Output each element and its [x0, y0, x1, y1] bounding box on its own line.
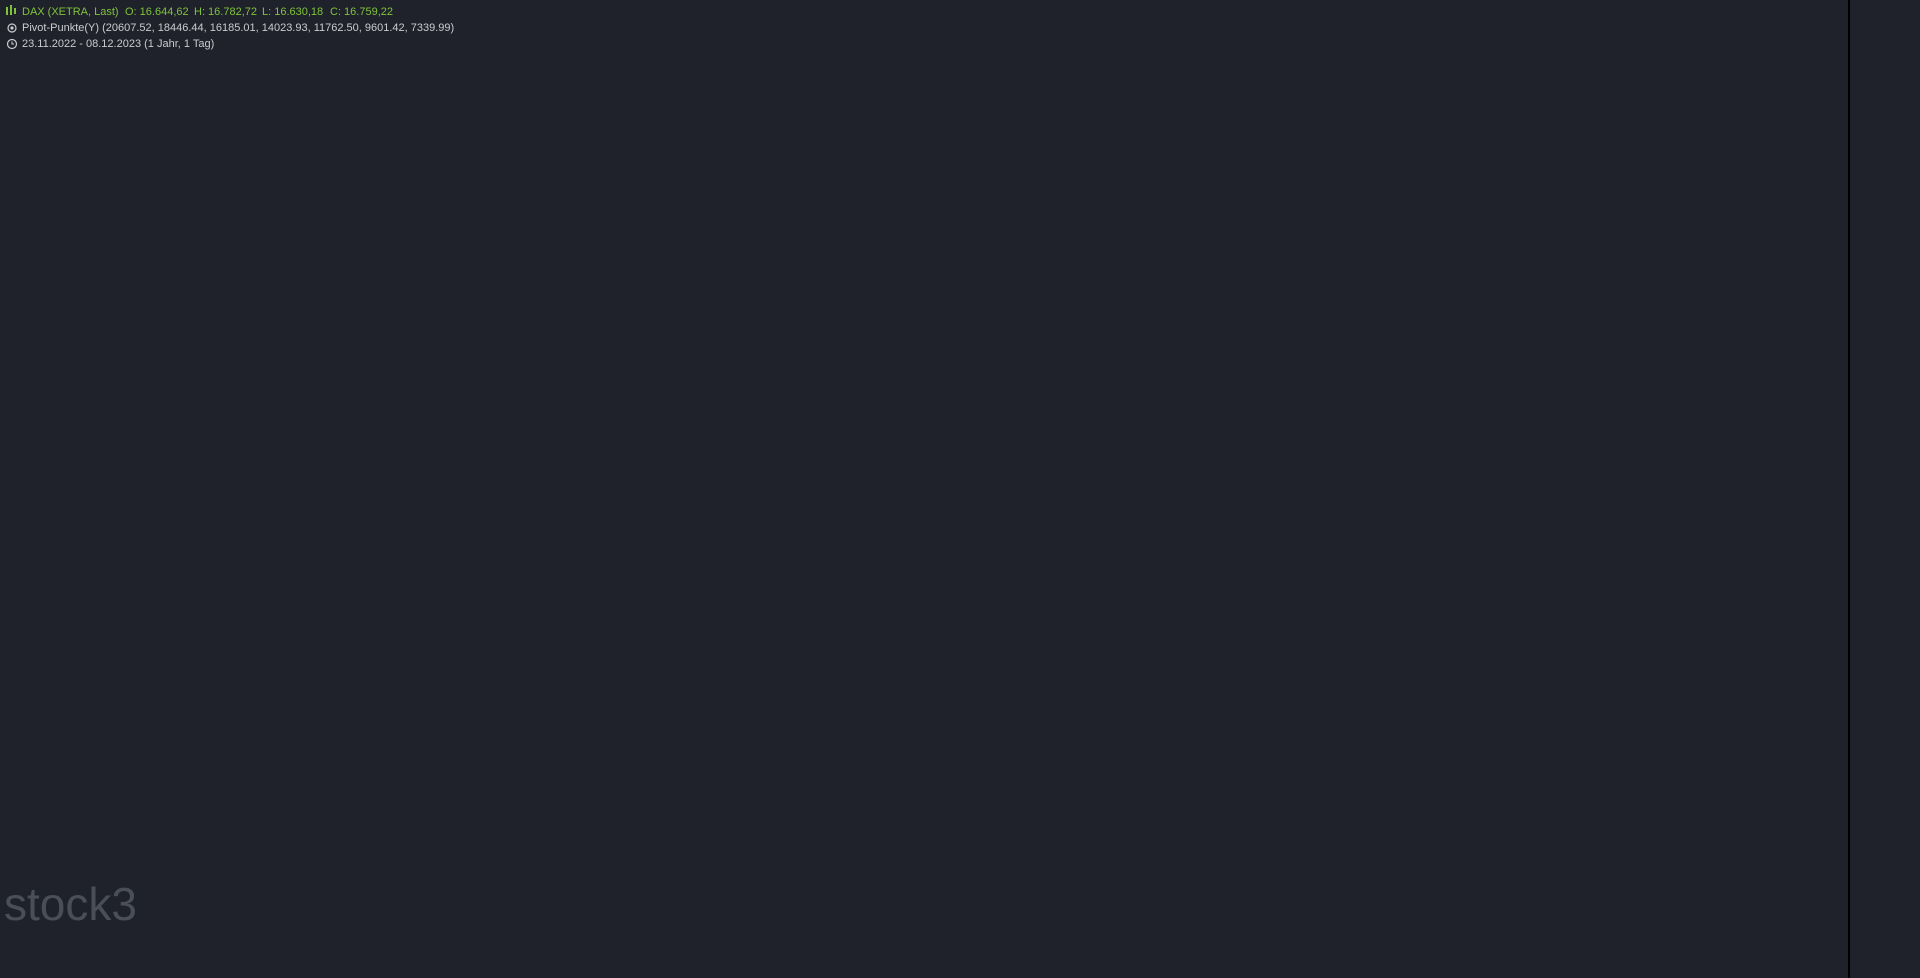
ohlc-high: H: 16.782,72 [194, 6, 257, 18]
text-layer: DAX (XETRA, Last) O: 16.644,62 H: 16.782… [4, 5, 454, 930]
indicator: Pivot-Punkte(Y) (20607.52, 18446.44, 161… [22, 22, 454, 34]
header-icon [6, 5, 16, 15]
instrument: DAX (XETRA, Last) [22, 6, 119, 18]
date-range: 23.11.2022 - 08.12.2023 (1 Jahr, 1 Tag) [22, 38, 214, 50]
clock-hands [11, 41, 14, 45]
indicator-icon-dot [10, 26, 14, 30]
clock-icon [6, 38, 18, 50]
watermark: stock3 [4, 878, 137, 930]
indicator-icon [7, 23, 17, 33]
ohlc-open: O: 16.644,62 [125, 6, 189, 18]
ohlc-low: L: 16.630,18 [262, 6, 323, 18]
ohlc-close: C: 16.759,22 [330, 6, 393, 18]
